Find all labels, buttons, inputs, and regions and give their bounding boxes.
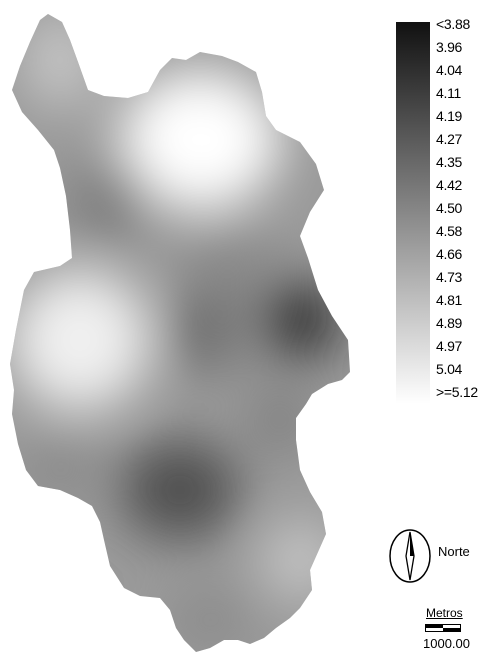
legend-colorbar bbox=[396, 22, 430, 404]
legend-label: 3.96 bbox=[436, 39, 463, 55]
legend-label: 4.11 bbox=[436, 85, 462, 101]
legend-label: 4.73 bbox=[436, 269, 463, 285]
legend-label: 4.58 bbox=[436, 223, 463, 239]
legend-label: 5.04 bbox=[436, 361, 463, 377]
north-label: Norte bbox=[438, 544, 470, 559]
legend-label: >=5.12 bbox=[436, 384, 478, 400]
map-region bbox=[10, 14, 350, 652]
legend-label: 4.66 bbox=[436, 246, 463, 262]
legend-label: 4.50 bbox=[436, 200, 463, 216]
scale-value: 1000.00 bbox=[423, 636, 470, 651]
legend-label: <3.88 bbox=[436, 16, 470, 32]
legend-label: 4.42 bbox=[436, 177, 463, 193]
legend-label: 4.27 bbox=[436, 131, 463, 147]
legend-label: 4.81 bbox=[436, 292, 463, 308]
legend-label: 4.97 bbox=[436, 338, 463, 354]
scale-bar bbox=[425, 624, 461, 632]
north-arrow-icon bbox=[389, 529, 431, 583]
legend-label: 4.04 bbox=[436, 62, 463, 78]
legend-label: 4.89 bbox=[436, 315, 463, 331]
legend-label: 4.35 bbox=[436, 154, 463, 170]
legend-label: 4.19 bbox=[436, 108, 463, 124]
scale-title: Metros bbox=[426, 606, 463, 620]
